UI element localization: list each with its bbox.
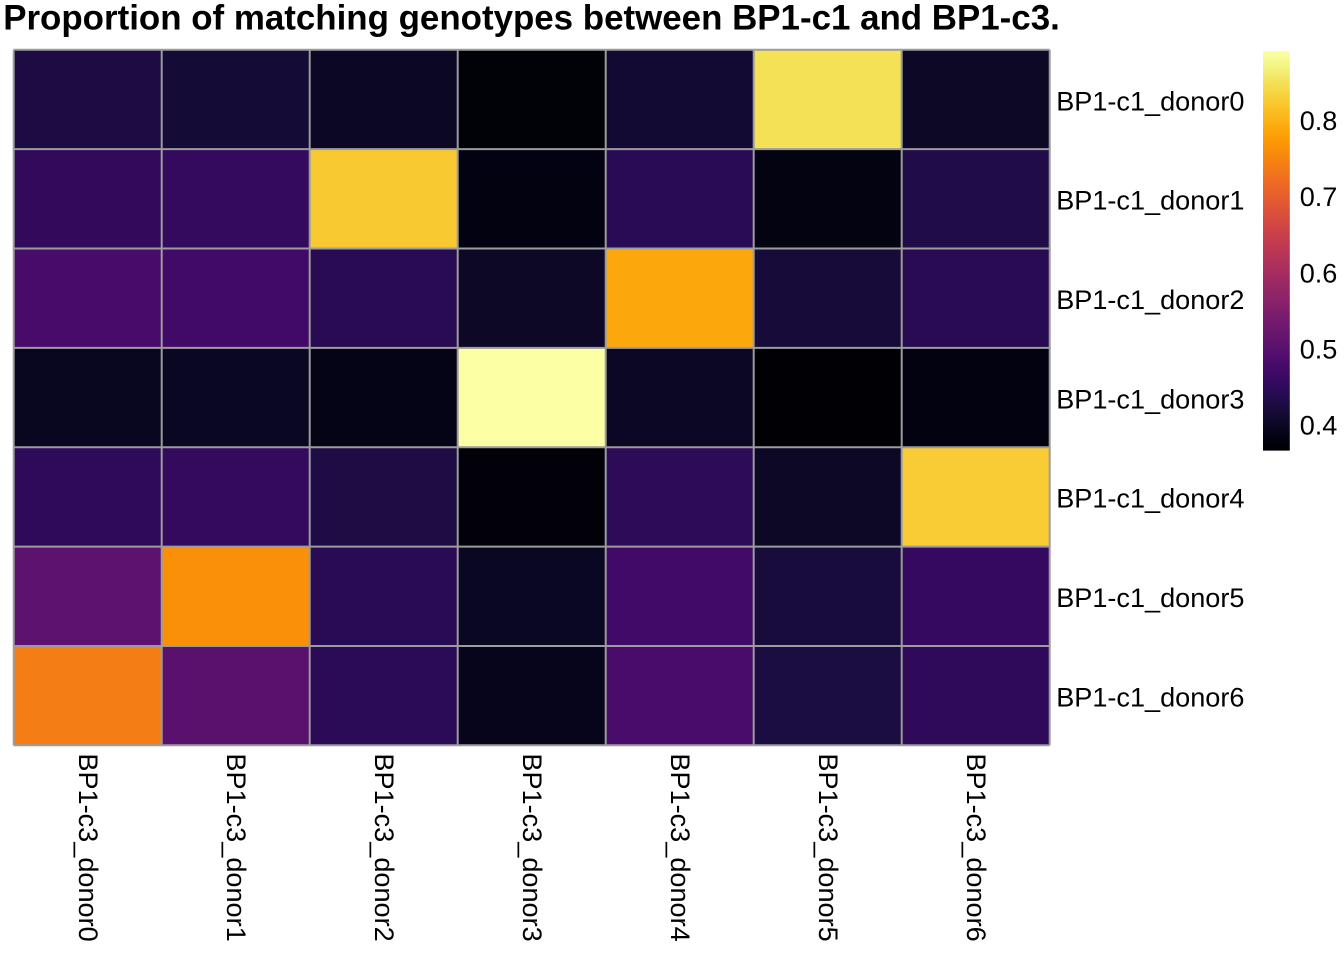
svg-text:BP1-c3_donor0: BP1-c3_donor0 [73, 753, 104, 941]
svg-text:BP1-c3_donor3: BP1-c3_donor3 [517, 753, 548, 941]
svg-text:0.4: 0.4 [1300, 409, 1338, 440]
svg-text:BP1-c3_donor4: BP1-c3_donor4 [665, 753, 696, 941]
svg-text:BP1-c3_donor5: BP1-c3_donor5 [813, 753, 844, 941]
svg-text:BP1-c3_donor1: BP1-c3_donor1 [221, 753, 252, 941]
svg-text:0.8: 0.8 [1300, 105, 1338, 136]
svg-text:Proportion of matching genotyp: Proportion of matching genotypes between… [3, 0, 1060, 38]
svg-text:BP1-c1_donor3: BP1-c1_donor3 [1056, 383, 1244, 414]
svg-text:0.7: 0.7 [1300, 181, 1338, 212]
svg-text:BP1-c3_donor2: BP1-c3_donor2 [369, 753, 400, 941]
svg-text:BP1-c1_donor0: BP1-c1_donor0 [1056, 85, 1244, 116]
svg-text:BP1-c1_donor6: BP1-c1_donor6 [1056, 681, 1244, 712]
svg-text:0.5: 0.5 [1300, 333, 1338, 364]
svg-text:BP1-c1_donor5: BP1-c1_donor5 [1056, 582, 1244, 613]
svg-text:0.6: 0.6 [1300, 257, 1338, 288]
svg-text:BP1-c1_donor2: BP1-c1_donor2 [1056, 284, 1244, 315]
svg-text:BP1-c1_donor4: BP1-c1_donor4 [1056, 483, 1244, 514]
svg-text:BP1-c1_donor1: BP1-c1_donor1 [1056, 185, 1244, 216]
svg-text:BP1-c3_donor6: BP1-c3_donor6 [961, 753, 992, 941]
